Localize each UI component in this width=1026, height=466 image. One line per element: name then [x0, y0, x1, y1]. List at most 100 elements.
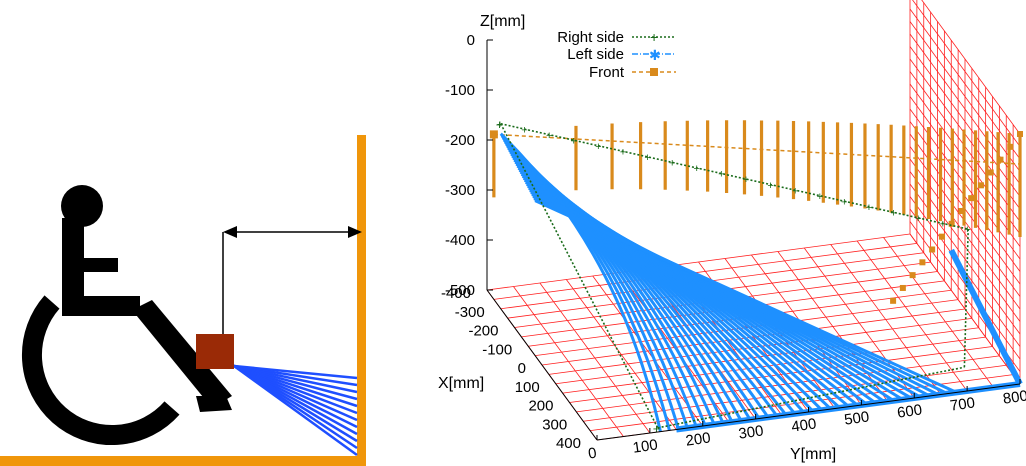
sensor-box-icon	[196, 334, 234, 369]
x-tick-label: -300	[455, 304, 485, 321]
right-side-marker: +	[890, 208, 896, 220]
y-axis-label: Y[mm]	[790, 446, 836, 463]
x-tick-label: -400	[441, 285, 471, 302]
double-arrow-icon	[223, 226, 362, 238]
right-side-marker: +	[792, 185, 798, 197]
right-side-marker: +	[940, 219, 946, 231]
x-tick-label: -200	[468, 323, 498, 340]
x-tick-label: -100	[482, 341, 512, 358]
series-left-side	[499, 132, 1023, 433]
y-tick-label: 200	[685, 429, 712, 449]
floor-grid-line	[777, 251, 889, 402]
floor-grid-line	[883, 237, 994, 388]
z-tick-label: 0	[467, 32, 475, 49]
legend-label-right-side: Right side	[557, 29, 624, 46]
floor-grid-line	[565, 279, 677, 430]
z-axis: 0 -100 -200 -300 -400 -500 Z[mm]	[445, 13, 525, 299]
right-side-marker: +	[743, 174, 749, 186]
right-side-marker: +	[866, 202, 872, 214]
sensor-beams	[233, 364, 358, 457]
front-marker	[987, 169, 994, 176]
front-marker	[1007, 143, 1014, 150]
right-side-marker: +	[546, 130, 552, 142]
left-side-mark	[534, 199, 958, 394]
front-marker	[890, 297, 897, 304]
right-side-marker: +	[620, 146, 626, 158]
right-side-line	[963, 229, 969, 368]
front-marker	[938, 233, 945, 240]
z-tick-label: -200	[445, 132, 475, 149]
right-side-line	[657, 366, 965, 429]
front-marker	[997, 156, 1004, 163]
z-tick-label: -400	[445, 232, 475, 249]
legend: Right side + Left side ✱ Front	[557, 29, 676, 81]
sensor-beam	[233, 364, 358, 457]
series-front	[489, 120, 1023, 304]
x-axis-label: X[mm]	[438, 375, 484, 392]
right-side-marker: +	[694, 163, 700, 175]
legend-marker-square-icon	[650, 68, 658, 76]
y-tick-label: 400	[790, 415, 817, 435]
legend-label-left-side: Left side	[567, 46, 624, 63]
right-side-marker: +	[817, 191, 823, 203]
front-marker	[919, 259, 926, 266]
chart-3d: + + + + + + + + + + + + + + + + + + + +++ 0-100-200-300-400…	[438, 0, 1026, 463]
right-side-marker: +	[496, 117, 504, 132]
z-tick-label: -500	[445, 282, 475, 299]
front-edge-line	[493, 133, 1021, 165]
front-marker	[929, 246, 936, 253]
x-tick-label: 100	[515, 379, 540, 396]
right-side-marker: +	[497, 119, 503, 131]
right-side-marker: +	[718, 169, 724, 181]
front-marker	[948, 220, 955, 227]
floor	[0, 456, 366, 466]
right-side-line	[500, 123, 659, 429]
front-marker	[909, 272, 916, 279]
legend-label-front: Front	[589, 64, 625, 81]
series-right-side: + + + + + + + + + + + + + + + + + + + +++	[496, 117, 971, 436]
front-marker	[958, 207, 965, 214]
z-tick-label: -300	[445, 182, 475, 199]
y-tick-label: 500	[843, 408, 870, 428]
y-tick-label: 300	[737, 422, 764, 442]
legend-marker-plus-icon: +	[650, 29, 658, 45]
y-tick-label: 0	[587, 445, 598, 463]
wheelchair-user-icon	[21, 185, 232, 446]
right-side-marker: +	[669, 158, 675, 170]
x-tick-label: 300	[542, 416, 567, 433]
front-marker	[899, 284, 906, 291]
right-side-marker: +	[571, 135, 577, 147]
y-tick-label: 100	[632, 436, 659, 456]
y-axis: 0 100 200 300 400 500 600 700 800 Y[mm]	[587, 379, 1026, 463]
floor-grid-line	[592, 275, 704, 427]
y-tick-label: 700	[949, 394, 976, 414]
y-tick-label: 800	[1002, 387, 1026, 407]
right-side-marker: +	[653, 421, 661, 436]
right-side-marker: +	[841, 196, 847, 208]
x-tick-label: 400	[556, 435, 581, 452]
x-tick-label: 200	[528, 398, 553, 415]
right-side-marker: +	[767, 180, 773, 192]
y-tick-label: 600	[896, 401, 923, 421]
wheelchair-illustration	[0, 135, 366, 466]
x-tick-label: 0	[518, 360, 526, 377]
front-marker	[977, 182, 984, 189]
front-marker	[968, 195, 975, 202]
legend-marker-star-icon: ✱	[649, 47, 661, 63]
right-side-marker: +	[915, 213, 921, 225]
z-tick-label: -100	[445, 82, 475, 99]
right-side-marker: +	[644, 152, 650, 164]
floor-grid-line	[856, 240, 968, 392]
front-marker	[1017, 131, 1023, 137]
z-axis-label: Z[mm]	[480, 13, 525, 30]
left-side-band	[948, 248, 1023, 386]
right-side-marker: +	[964, 224, 970, 236]
wall	[357, 135, 366, 465]
right-side-marker: +	[521, 124, 527, 136]
floor-grid-line	[539, 282, 651, 434]
right-side-marker: +	[595, 141, 601, 153]
floor-grid-line	[830, 244, 942, 395]
floor-grid-line	[513, 286, 624, 437]
